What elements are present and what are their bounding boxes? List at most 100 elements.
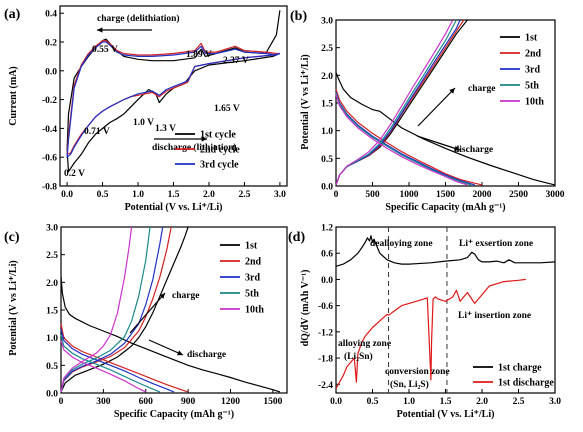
y-tick-label: 3.0 (46, 224, 58, 234)
legend-label: 1st cycle (200, 130, 236, 141)
x-tick-label: 3000 (546, 190, 565, 200)
y-tick-label: -0.4 (42, 125, 57, 135)
x-tick-label: 1.5 (168, 190, 180, 200)
series-discharge-line (335, 91, 475, 186)
x-tick-label: 1.0 (132, 190, 144, 200)
legend-label: 2nd (525, 49, 542, 60)
series-charge-line (335, 19, 465, 186)
x-axis-label: Potential (V vs. Li⁺/Li) (125, 202, 223, 213)
legend-label: 10th (245, 305, 264, 316)
series-discharge-line (60, 323, 189, 393)
annotation-arrowhead (97, 27, 103, 33)
series-discharge-line (60, 276, 281, 393)
annotation-arrow (417, 87, 456, 127)
annotation-conversion: conversion zone (385, 367, 450, 377)
y-tick-label: 0.0 (45, 67, 57, 77)
annotation-p10: 1.0 V (133, 118, 154, 128)
y-tick-label: -2.4 (318, 381, 333, 391)
legend-label: 2nd cycle (200, 145, 240, 156)
x-tick-label: 1.5 (440, 397, 452, 407)
annotation-discharge: discharge (lithiation) (152, 142, 237, 153)
panel-label: (d) (288, 230, 305, 245)
plot-frame (59, 5, 288, 187)
y-tick-label: 0.5 (321, 155, 333, 165)
x-tick-label: 0.5 (367, 397, 379, 407)
series-discharge-line (60, 340, 147, 393)
annotation-arrow (129, 292, 166, 334)
annotation-p165: 1.65 V (214, 104, 240, 114)
y-tick-label: 1.0 (321, 127, 333, 137)
y-tick-label: 2.0 (46, 279, 58, 289)
annotation-charge: charge (468, 84, 495, 94)
y-axis-label: Potential (V vs Li⁺/Li) (300, 54, 311, 149)
x-tick-label: 300 (96, 397, 111, 407)
y-tick-label: 3.0 (321, 17, 333, 27)
x-tick-label: 2500 (509, 190, 528, 200)
series-charge-line (60, 226, 133, 393)
panel-label: (b) (290, 9, 307, 24)
annotation-p071: 0.71 V (84, 127, 110, 137)
x-tick-label: 600 (139, 397, 154, 407)
legend-label: 5th (245, 289, 259, 300)
annotation-arrowhead (177, 350, 183, 356)
y-tick-label: -1.2 (318, 328, 333, 338)
annotation-p13: 1.3 V (155, 124, 176, 134)
series-line (335, 235, 556, 267)
annotation-charge: charge (delithiation) (97, 13, 180, 24)
y-tick-label: 1.5 (321, 100, 333, 110)
y-tick-label: 1.5 (46, 307, 58, 317)
y-axis-label: dQ/dV (mAh V⁻¹) (300, 270, 311, 347)
annotation-exsertion: Li⁺ exsertion zone (459, 239, 533, 249)
y-tick-label: 0.2 (45, 39, 57, 49)
x-tick-label: 0.0 (61, 190, 73, 200)
annotation-arrow (416, 135, 461, 151)
annotation-arrowhead (449, 88, 455, 94)
legend-label: 10th (525, 97, 544, 108)
y-tick-label: 2.5 (46, 251, 58, 261)
legend-label: 1st (245, 241, 258, 252)
series-charge-line (60, 226, 189, 393)
annotation-arrowhead (454, 145, 460, 151)
x-tick-label: 2.0 (476, 397, 488, 407)
series-discharge-line (335, 94, 468, 186)
x-tick-label: 0.5 (97, 190, 109, 200)
annotation-conversion_sub: (Sn, Li₂S) (390, 379, 429, 390)
legend-label: 3rd (245, 273, 260, 284)
x-tick-label: 1500 (263, 397, 282, 407)
annotation-discharge: discharge (187, 350, 226, 360)
y-tick-label: 0.4 (45, 10, 57, 20)
y-tick-label: 0.5 (46, 362, 58, 372)
y-tick-label: -1.8 (318, 355, 333, 365)
series-line (66, 10, 281, 173)
series-discharge-line (60, 329, 175, 393)
legend-label: 3rd (525, 65, 540, 76)
y-tick-label: 1.0 (46, 334, 58, 344)
x-axis-label: Potential (V vs. Li⁺/Li) (397, 409, 495, 420)
annotation-p055: 0.55 V (92, 45, 118, 55)
y-tick-label: 0.0 (321, 276, 333, 286)
y-tick-label: 2.5 (321, 44, 333, 54)
series-discharge-line (335, 72, 556, 186)
panel-label: (a) (4, 7, 21, 22)
legend-label: 3rd cycle (200, 160, 239, 171)
series-charge-line (60, 226, 151, 393)
x-tick-label: 900 (181, 397, 196, 407)
panel-d: 0.0 0.5 1.0 1.5 2.0 2.5 3.0 -2.4 -1.8 -1.2 -0.6 0.0… (288, 224, 561, 421)
x-tick-label: 0 (59, 397, 64, 407)
annotation-arrowhead (201, 136, 207, 142)
x-tick-label: 500 (365, 190, 380, 200)
x-tick-label: 2.5 (239, 190, 251, 200)
y-tick-label: 0.6 (321, 250, 333, 260)
x-axis-label: Specific Capacity (mAh g⁻¹) (114, 409, 234, 420)
y-tick-label: -0.6 (42, 154, 57, 164)
x-tick-label: 0 (334, 190, 339, 200)
y-tick-label: 0.0 (46, 390, 58, 400)
y-tick-label: 2.0 (321, 72, 333, 82)
panel-b: 0 500 1000 1500 2000 2500 3000 0.0 0.5 1.0 1.5 2.0 2… (290, 9, 565, 213)
y-axis-label: Current (mA) (8, 66, 19, 126)
legend-label: 1st (525, 33, 538, 44)
series-discharge-line (335, 89, 483, 186)
y-tick-label: -0.8 (42, 183, 57, 193)
series-charge-line (335, 19, 454, 186)
y-axis-label: Potential (V vs Li⁺/Li) (8, 260, 19, 355)
